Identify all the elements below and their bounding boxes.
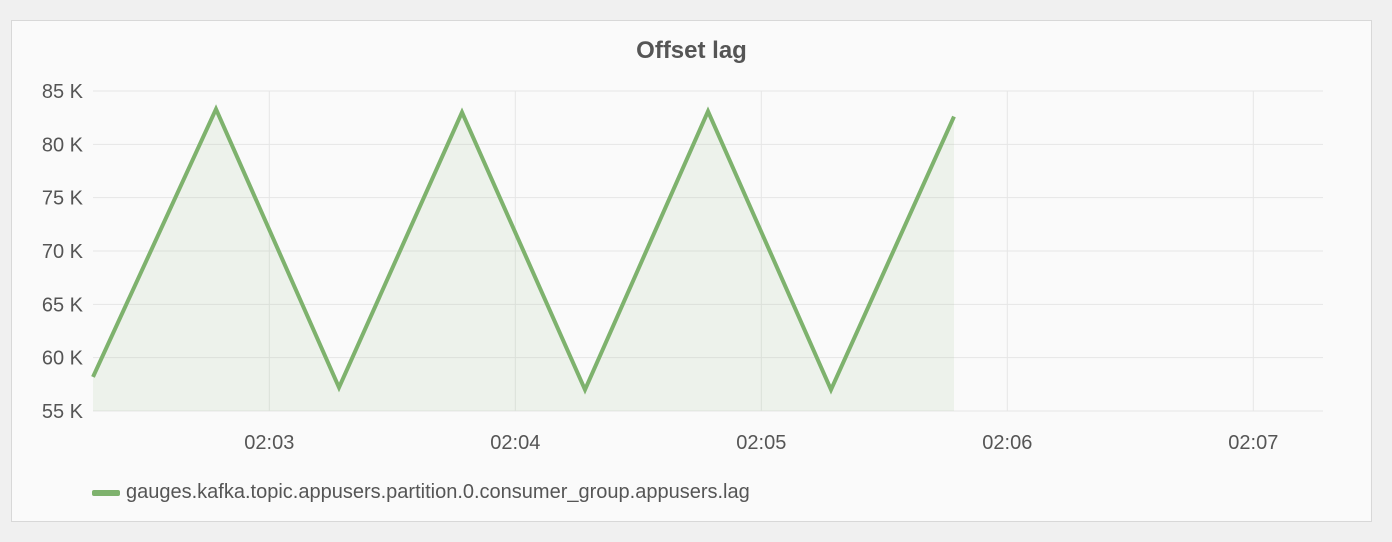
x-tick-label: 02:05 <box>736 432 786 454</box>
y-tick-label: 85 K <box>42 81 84 103</box>
y-tick-label: 60 K <box>42 348 84 370</box>
legend-swatch <box>92 489 120 496</box>
y-tick-label: 70 K <box>42 241 84 263</box>
series-area-fill <box>93 109 954 411</box>
graph-panel: Offset lag 55 K 60 K 65 K 70 K 75 K 80 K 85 K … <box>11 20 1372 522</box>
x-tick-label: 02:04 <box>490 432 540 454</box>
y-tick-label: 80 K <box>42 134 84 156</box>
y-tick-label: 55 K <box>42 401 84 423</box>
panel-title[interactable]: Offset lag <box>636 37 747 64</box>
x-tick-label: 02:07 <box>1228 432 1278 454</box>
y-axis-ticks: 55 K 60 K 65 K 70 K 75 K 80 K 85 K <box>42 81 84 423</box>
series-area <box>93 109 954 411</box>
x-tick-label: 02:03 <box>244 432 294 454</box>
y-tick-label: 75 K <box>42 188 84 210</box>
legend[interactable]: gauges.kafka.topic.appusers.partition.0.… <box>92 481 750 504</box>
y-tick-label: 65 K <box>42 294 84 316</box>
series-line[interactable] <box>91 104 956 395</box>
series-lines <box>91 104 956 395</box>
legend-label[interactable]: gauges.kafka.topic.appusers.partition.0.… <box>126 481 750 503</box>
x-axis-ticks: 02:03 02:04 02:05 02:06 02:07 <box>244 432 1278 454</box>
chart-svg: 55 K60 K65 K70 K75 K80 K85 K 02:03 02:04 0… <box>42 81 1323 454</box>
x-tick-label: 02:06 <box>982 432 1032 454</box>
grid-lines <box>93 90 1323 412</box>
